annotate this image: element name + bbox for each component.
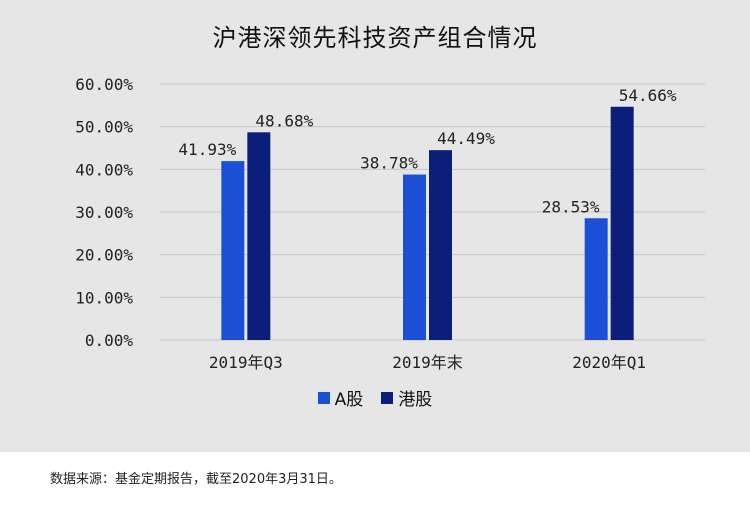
x-tick-label: 2020年Q1 <box>572 353 646 372</box>
chart-title: 沪港深领先科技资产组合情况 <box>212 24 538 52</box>
bar-chart: 0.00% 10.00% 20.00% 30.00% 40.00% 50.00% 60.00… <box>75 75 705 372</box>
source-note: 数据来源：基金定期报告，截至2020年3月31日。 <box>50 472 342 487</box>
data-label: 38.78% <box>360 154 418 173</box>
legend-item-a-share: A股 <box>317 385 364 410</box>
y-tick-label: 30.00% <box>75 203 133 222</box>
legend-label-a-share: A股 <box>334 390 364 410</box>
legend-swatch-hk-share <box>381 391 394 404</box>
bar <box>247 132 271 340</box>
bar <box>584 218 608 340</box>
data-label: 28.53% <box>542 197 600 216</box>
legend-item-hk-share: 港股 <box>381 385 432 410</box>
data-label: 41.93% <box>178 140 236 159</box>
y-tick-label: 40.00% <box>75 160 133 179</box>
legend-label-hk-share: 港股 <box>398 390 433 410</box>
y-tick-label: 10.00% <box>75 288 133 307</box>
y-tick-label: 20.00% <box>75 246 133 265</box>
x-tick-label: 2019年末 <box>392 353 463 372</box>
y-tick-label: 50.00% <box>75 118 133 137</box>
bar <box>221 161 245 340</box>
y-tick-label: 60.00% <box>75 75 133 94</box>
bar <box>610 106 634 340</box>
x-tick-label: 2019年Q3 <box>209 353 283 372</box>
data-label: 48.68% <box>255 111 313 130</box>
legend-swatch-a-share <box>317 391 330 404</box>
data-label: 44.49% <box>437 129 495 148</box>
bar <box>403 174 426 340</box>
y-tick-label: 0.00% <box>85 331 134 350</box>
legend: A股 港股 <box>0 385 750 410</box>
bar <box>429 150 452 340</box>
data-label: 54.66% <box>619 86 677 105</box>
